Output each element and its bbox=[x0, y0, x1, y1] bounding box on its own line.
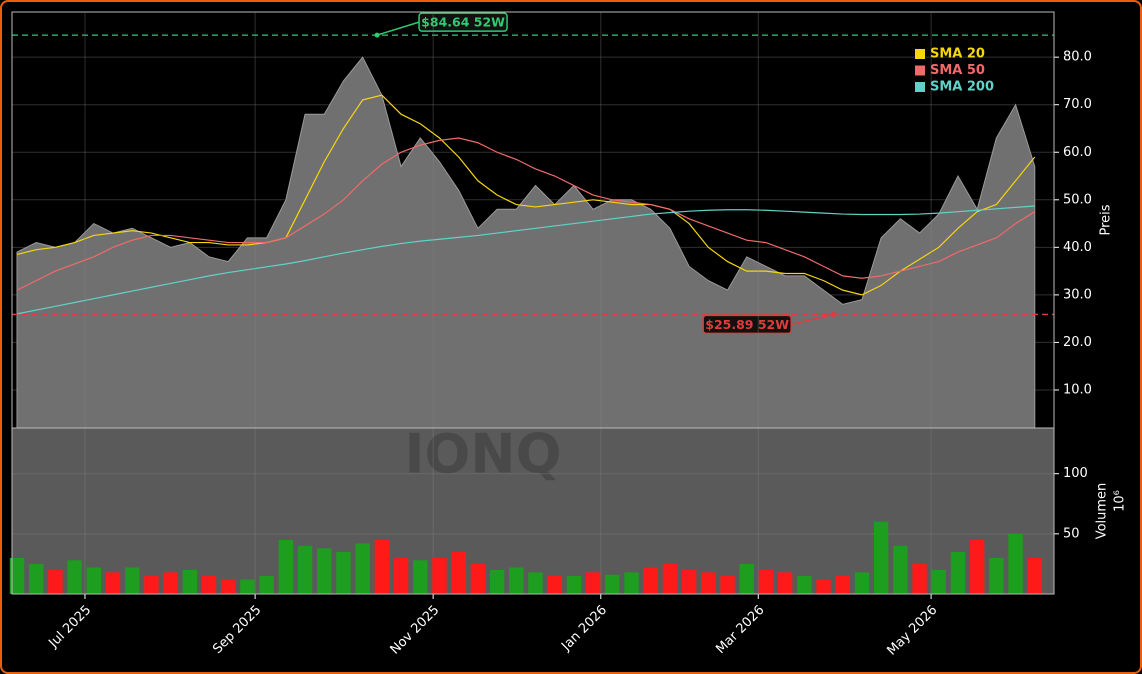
volume-bar bbox=[777, 572, 793, 594]
annotation-point bbox=[830, 311, 836, 317]
volume-bar bbox=[470, 563, 486, 594]
volume-bar bbox=[854, 572, 870, 594]
volume-bar bbox=[432, 557, 447, 594]
volume-bar bbox=[393, 557, 409, 594]
volume-bar bbox=[720, 575, 735, 594]
sma-line bbox=[16, 137, 1036, 291]
annotation-arrow bbox=[790, 313, 834, 326]
x-tick-label: Sep 2025 bbox=[210, 603, 264, 657]
volume-bar bbox=[48, 569, 63, 594]
y-tick-label: 80.0 bbox=[1063, 50, 1092, 65]
volume-bar bbox=[67, 560, 82, 594]
y-tick-label: 100 bbox=[1063, 466, 1088, 481]
y-tick-label: 60.0 bbox=[1063, 145, 1092, 160]
volume-bar bbox=[297, 545, 313, 594]
annotation-point bbox=[374, 32, 380, 38]
legend-swatch bbox=[915, 49, 925, 59]
volume-bar bbox=[701, 572, 716, 594]
volume-bar bbox=[1027, 557, 1042, 594]
y-axis-label: Preis bbox=[1099, 204, 1114, 235]
volume-bar bbox=[9, 557, 25, 594]
volume-bar bbox=[105, 572, 121, 594]
volume-bar bbox=[144, 575, 159, 594]
volume-bar bbox=[566, 575, 582, 594]
volume-bar bbox=[374, 539, 390, 594]
volume-bar bbox=[355, 543, 370, 594]
y-axis-label: Volumen bbox=[1095, 483, 1110, 540]
y-tick-label: 10.0 bbox=[1063, 382, 1092, 397]
y-tick-label: 40.0 bbox=[1063, 240, 1092, 255]
volume-bar bbox=[240, 579, 255, 594]
volume-bar bbox=[163, 572, 178, 594]
annotation-box bbox=[702, 314, 792, 335]
y-tick-label: 20.0 bbox=[1063, 335, 1092, 350]
volume-bar bbox=[125, 567, 140, 594]
volume-bar bbox=[201, 575, 217, 594]
volume-bar bbox=[585, 572, 601, 594]
y-tick-label: 50.0 bbox=[1063, 192, 1092, 207]
annotation-arrow bbox=[376, 21, 420, 36]
volume-bar bbox=[816, 579, 831, 594]
volume-bar bbox=[758, 569, 774, 594]
volume-bar bbox=[259, 575, 274, 594]
x-tick-label: Jul 2025 bbox=[46, 603, 95, 652]
volume-bar bbox=[547, 575, 562, 594]
volume-bar bbox=[451, 551, 466, 594]
volume-bar bbox=[413, 560, 428, 594]
x-tick-label: Jan 2026 bbox=[558, 603, 610, 655]
volume-bar bbox=[912, 563, 927, 594]
volume-bar bbox=[797, 575, 812, 594]
volume-bar bbox=[873, 521, 889, 594]
volume-bar bbox=[605, 574, 620, 594]
annotation-box bbox=[418, 12, 508, 32]
y-tick-label: 50 bbox=[1063, 526, 1080, 541]
volume-bar bbox=[336, 551, 351, 594]
volume-bar bbox=[28, 563, 44, 594]
y-axis-unit: 10⁶ bbox=[1113, 490, 1128, 512]
panel-border bbox=[11, 427, 1055, 595]
x-tick-label: Mar 2026 bbox=[713, 603, 767, 657]
legend-swatch bbox=[915, 65, 925, 76]
volume-bar bbox=[969, 539, 985, 594]
volume-bar bbox=[317, 548, 332, 594]
x-tick-label: Nov 2025 bbox=[388, 603, 443, 658]
volume-bar bbox=[643, 567, 658, 594]
volume-bar bbox=[893, 545, 908, 594]
volume-bar bbox=[950, 551, 966, 594]
y-tick-label: 30.0 bbox=[1063, 287, 1092, 302]
legend-label: SMA 200 bbox=[930, 80, 994, 95]
volume-bar bbox=[528, 572, 543, 594]
legend-label: SMA 50 bbox=[930, 63, 985, 78]
annotation: $84.64 52W bbox=[418, 12, 508, 32]
volume-bar bbox=[182, 569, 198, 594]
y-tick-label: 70.0 bbox=[1063, 97, 1092, 112]
volume-bar bbox=[931, 569, 946, 594]
watermark: IONQ bbox=[404, 423, 561, 486]
volume-bar bbox=[989, 557, 1004, 594]
annotation-label: $84.64 52W bbox=[421, 15, 505, 30]
annotation: $25.89 52W bbox=[702, 314, 792, 335]
legend-label: SMA 20 bbox=[930, 47, 985, 62]
x-tick-label: May 2026 bbox=[884, 603, 940, 659]
sma-line bbox=[16, 94, 1036, 296]
sma-line bbox=[16, 205, 1035, 315]
volume-bar bbox=[489, 569, 505, 594]
volume-bar bbox=[86, 567, 102, 594]
volume-bar bbox=[1008, 533, 1023, 594]
annotation-label: $25.89 52W bbox=[705, 317, 789, 332]
volume-bar bbox=[662, 563, 678, 594]
volume-bar bbox=[221, 579, 236, 594]
volume-bar bbox=[739, 563, 754, 594]
volume-bar bbox=[624, 572, 639, 594]
legend-swatch bbox=[915, 82, 925, 92]
volume-bar bbox=[681, 569, 697, 594]
volume-bar bbox=[278, 539, 294, 594]
volume-bar bbox=[835, 575, 850, 594]
volume-bar bbox=[509, 567, 524, 594]
